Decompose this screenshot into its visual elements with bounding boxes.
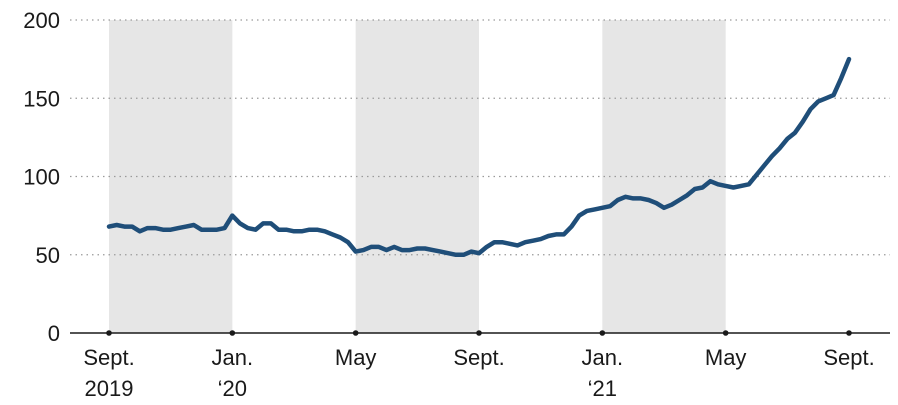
x-tick-sublabel-1: 2019 bbox=[85, 376, 134, 401]
x-tick-mark-3 bbox=[352, 330, 359, 336]
y-tick-label-50: 50 bbox=[36, 243, 60, 268]
y-tick-label-0: 0 bbox=[48, 321, 60, 346]
x-tick-label-1: Sept. bbox=[83, 345, 134, 370]
series-group bbox=[106, 56, 852, 258]
x-tick-mark-2 bbox=[229, 330, 236, 336]
x-tick-label-3: May bbox=[335, 345, 377, 370]
shaded-band-1 bbox=[109, 20, 233, 333]
x-tick-label-5: Jan. bbox=[582, 345, 624, 370]
x-tick-mark-4 bbox=[476, 330, 482, 336]
x-tick-mark-6 bbox=[722, 330, 729, 336]
x-tick-label-4: Sept. bbox=[453, 345, 504, 370]
x-tick-sublabel-5: ‘21 bbox=[588, 376, 617, 401]
series-line-1 bbox=[106, 56, 852, 258]
x-tick-mark-5 bbox=[599, 330, 606, 336]
y-axis-tick-labels: 0 50 100 150 200 bbox=[23, 8, 60, 346]
x-tick-mark-7 bbox=[846, 330, 852, 336]
x-tick-mark-1 bbox=[106, 330, 112, 336]
y-tick-label-200: 200 bbox=[23, 8, 60, 33]
x-tick-label-7: Sept. bbox=[823, 345, 874, 370]
y-tick-label-100: 100 bbox=[23, 165, 60, 190]
x-tick-sublabel-2: ‘20 bbox=[218, 376, 247, 401]
x-tick-label-2: Jan. bbox=[212, 345, 254, 370]
y-tick-label-150: 150 bbox=[23, 86, 60, 111]
x-tick-label-6: May bbox=[705, 345, 747, 370]
x-axis: Sept. 2019 Jan. ‘20 May Sept. Jan. ‘21 May Sept. bbox=[70, 330, 890, 401]
